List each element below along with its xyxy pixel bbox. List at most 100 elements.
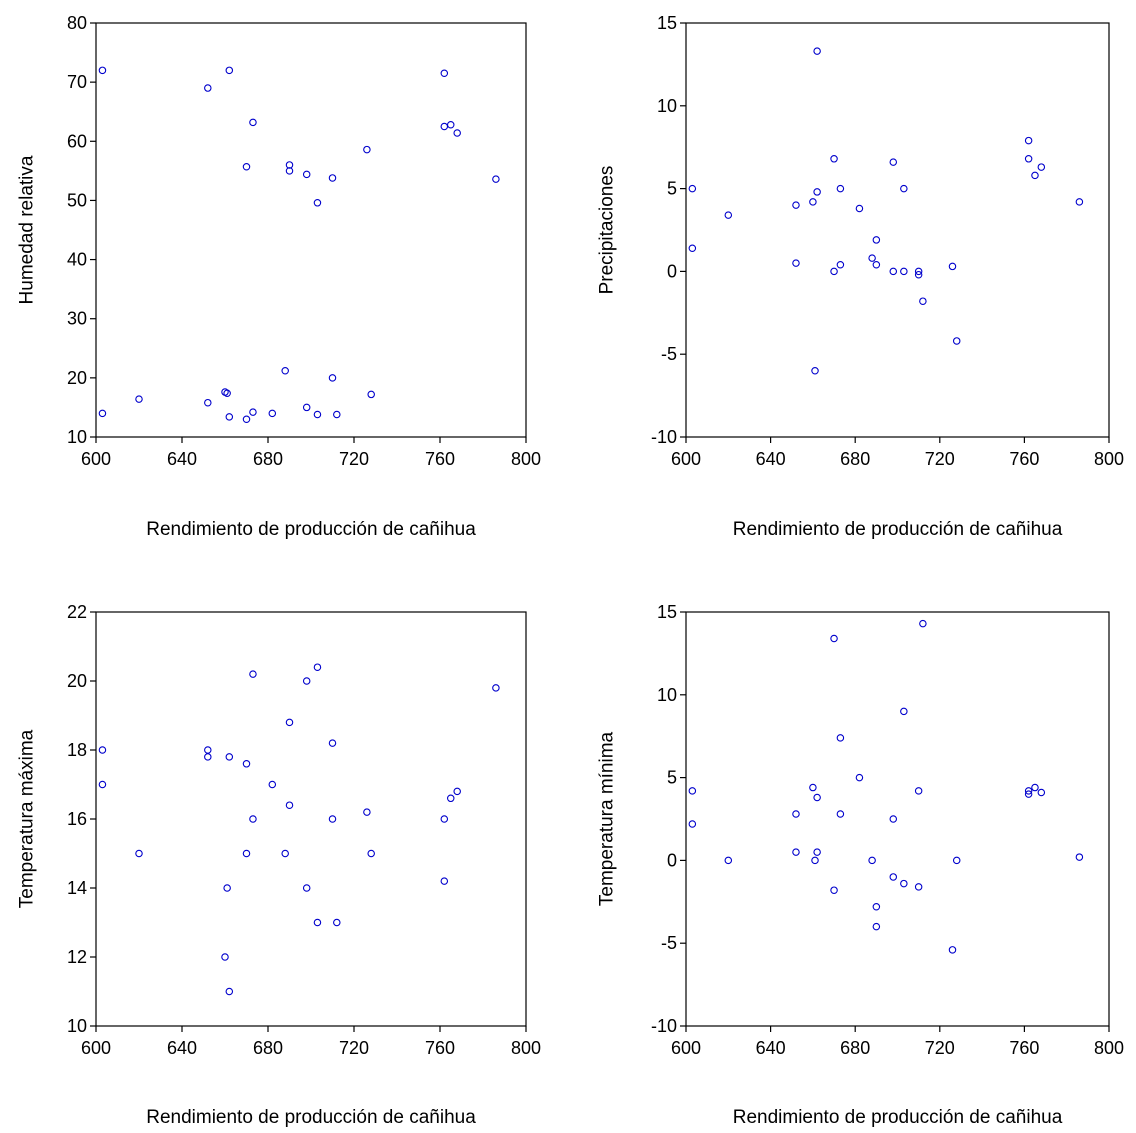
data-point (367, 390, 375, 399)
data-point (135, 395, 143, 403)
data-point (1031, 171, 1039, 180)
data-point (328, 174, 337, 182)
y-tick-label: 15 (657, 13, 677, 33)
x-tick-label: 680 (253, 449, 283, 469)
data-point (302, 403, 311, 412)
data-point (688, 820, 697, 828)
x-tick-label: 600 (81, 1038, 111, 1058)
y-tick-label: -5 (661, 344, 677, 364)
data-point (1024, 155, 1033, 163)
data-point (830, 634, 838, 643)
data-point (285, 167, 294, 175)
x-tick-label: 640 (756, 449, 786, 469)
data-point (919, 619, 927, 628)
data-point (813, 188, 821, 196)
data-point (242, 162, 251, 171)
data-point (836, 184, 845, 193)
data-point (836, 734, 845, 742)
data-point (872, 903, 881, 911)
data-point (900, 707, 908, 716)
data-point (285, 718, 294, 727)
data-point (1024, 787, 1033, 795)
data-point (1075, 198, 1084, 206)
data-point (242, 760, 251, 768)
data-point (952, 856, 961, 865)
data-point (914, 267, 923, 276)
y-tick-label: 50 (67, 190, 87, 210)
x-tick-label: 600 (81, 449, 111, 469)
y-axis-title: Humedad relativa (17, 155, 38, 304)
x-tick-label: 800 (1094, 1038, 1124, 1058)
x-tick-label: 720 (925, 449, 955, 469)
x-axis-title: Rendimiento de producción de cañihua (146, 1107, 476, 1128)
x-tick-label: 760 (1009, 1038, 1039, 1058)
x-tick-label: 760 (425, 449, 455, 469)
y-tick-label: 14 (67, 878, 87, 898)
plot-frame (685, 611, 1110, 1027)
x-tick-label: 680 (840, 1038, 870, 1058)
data-point (813, 793, 821, 802)
data-point (367, 849, 375, 858)
data-point (204, 753, 212, 761)
y-tick-label: 0 (667, 261, 677, 281)
y-tick-label: 10 (657, 685, 677, 705)
x-tick-label: 680 (253, 1038, 283, 1058)
data-point (223, 389, 231, 397)
data-point (1024, 790, 1033, 798)
data-point (811, 856, 819, 865)
x-tick-label: 720 (339, 1038, 369, 1058)
y-tick-label: 12 (67, 947, 87, 967)
x-tick-label: 640 (756, 1038, 786, 1058)
data-point (855, 773, 864, 782)
y-tick-label: -10 (651, 427, 677, 447)
y-tick-label: 5 (667, 179, 677, 199)
x-tick-label: 680 (840, 449, 870, 469)
y-tick-label: 70 (67, 72, 87, 92)
data-point (914, 787, 923, 795)
data-point (281, 849, 289, 858)
data-point (813, 47, 821, 55)
y-tick-label: -10 (651, 1016, 677, 1036)
y-tick-label: 18 (67, 740, 87, 760)
y-tick-label: 30 (67, 309, 87, 329)
data-point (811, 367, 819, 375)
data-point (1037, 788, 1046, 797)
y-tick-label: 20 (67, 671, 87, 691)
data-point (889, 873, 898, 881)
data-point (363, 808, 371, 816)
y-tick-label: 80 (67, 13, 87, 33)
data-point (809, 198, 817, 206)
y-tick-label: 10 (657, 96, 677, 116)
data-point (249, 408, 257, 416)
data-point (313, 410, 322, 419)
data-point (242, 415, 251, 424)
data-point (281, 367, 289, 375)
data-point (453, 787, 461, 796)
data-point (268, 409, 277, 418)
y-axis-title: Precipitaciones (597, 166, 618, 295)
y-axis-title: Temperatura mínima (597, 731, 618, 906)
data-point (223, 884, 231, 892)
data-point (872, 922, 881, 931)
data-point (98, 409, 107, 418)
data-point (221, 953, 229, 961)
y-tick-label: 40 (67, 250, 87, 270)
data-point (900, 879, 908, 888)
data-point (453, 129, 461, 137)
data-point (792, 810, 800, 818)
x-tick-label: 800 (511, 449, 541, 469)
x-tick-label: 640 (167, 1038, 197, 1058)
data-point (889, 158, 898, 166)
x-tick-label: 600 (671, 1038, 701, 1058)
data-point (830, 155, 838, 163)
x-tick-label: 720 (339, 449, 369, 469)
data-point (900, 267, 908, 276)
y-tick-label: 22 (67, 602, 87, 622)
data-point (225, 66, 234, 75)
data-point (225, 987, 234, 996)
data-point (249, 118, 257, 127)
data-point (948, 262, 957, 271)
data-point (813, 848, 821, 856)
y-axis-title: Temperatura máxima (17, 729, 38, 908)
